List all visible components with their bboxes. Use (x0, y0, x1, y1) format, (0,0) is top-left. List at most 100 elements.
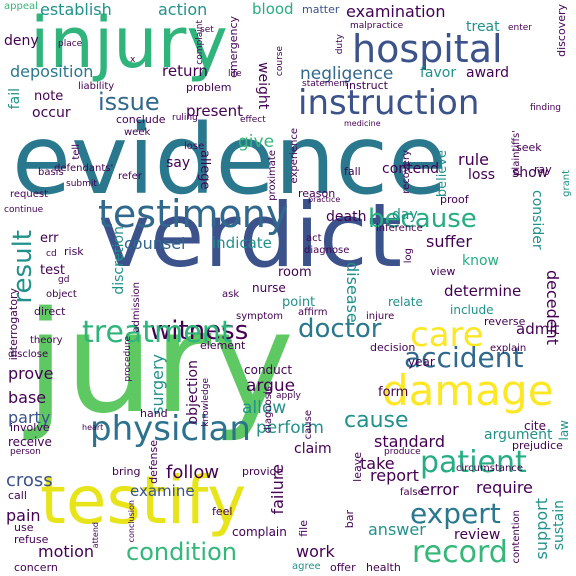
word-disease: disease (343, 262, 362, 323)
word-apply: apply (276, 391, 301, 401)
word-death: death (326, 209, 367, 225)
word-contend: contend (382, 161, 439, 177)
word-complain: complain (232, 525, 287, 539)
word-conduct: conduct (244, 363, 293, 377)
word-attend: attend (91, 522, 100, 549)
word-offer: offer (330, 561, 356, 574)
word-action: action (158, 0, 208, 19)
word-refuse: refuse (14, 533, 49, 546)
word-procedure: procedure (123, 336, 133, 382)
word-bar: bar (343, 510, 356, 529)
word-establish: establish (40, 0, 112, 19)
word-cite: cite (524, 419, 547, 433)
word-circumstance: circumstance (456, 463, 523, 474)
word-statement: statement (302, 79, 349, 89)
word-cross: cross (6, 470, 53, 491)
word-explain: explain (490, 343, 527, 354)
word-tell: tell (71, 144, 82, 160)
word-present: present (186, 102, 244, 120)
word-physician: physician (90, 409, 251, 449)
word-discovery: discovery (555, 4, 568, 57)
word-support: support (532, 498, 551, 560)
word-log: log (403, 248, 414, 264)
word-law: law (557, 420, 571, 441)
word-inference: inference (376, 223, 423, 234)
word-x: x (130, 55, 136, 65)
word-practice: practice (308, 195, 341, 204)
word-diagnose: diagnose (304, 245, 350, 256)
word-duty: duty (335, 34, 345, 55)
word-report: report (370, 466, 419, 485)
word-instruct: instruct (346, 79, 388, 92)
word-cause-small: cause (303, 410, 314, 440)
word-heart: heart (82, 423, 104, 432)
word-risk: risk (64, 245, 84, 258)
word-year: year (408, 355, 435, 369)
word-ray: ray (534, 163, 552, 176)
word-diagnosis: diagnosis (263, 386, 274, 434)
word-emergency: emergency (227, 16, 240, 78)
word-day: day (392, 207, 418, 223)
word-continue: continue (4, 205, 44, 215)
word-issue: issue (98, 88, 160, 116)
word-provide: provide (242, 465, 284, 478)
word-cause: cause (344, 408, 409, 433)
word-follow: follow (166, 462, 220, 483)
word-error: error (420, 480, 459, 499)
word-know: know (462, 253, 499, 269)
word-direct: direct (34, 305, 66, 318)
word-decision: decision (370, 341, 416, 354)
word-give: give (238, 132, 275, 152)
word-person: person (10, 447, 41, 457)
word-standard: standard (374, 432, 445, 451)
word-doctor: doctor (298, 314, 382, 344)
word-suffer: suffer (426, 232, 472, 251)
word-injury: injury (30, 2, 228, 84)
word-lose: lose (184, 141, 205, 152)
word-expert: expert (410, 497, 501, 530)
word-enter: enter (508, 23, 533, 33)
word-decedent: decedent (543, 270, 562, 346)
word-feel: feel (212, 505, 233, 518)
word-set: set (200, 25, 214, 35)
word-produce: produce (384, 447, 421, 457)
word-act: act (306, 233, 322, 244)
word-cd: cd (46, 249, 57, 259)
word-prejudice: prejudice (512, 439, 563, 452)
word-testimony: testimony (98, 192, 289, 236)
word-request: request (10, 189, 49, 200)
word-condition: condition (126, 538, 237, 566)
word-disclose: disclose (8, 349, 49, 360)
word-fail: fail (7, 88, 23, 110)
word-party: party (8, 408, 51, 427)
word-include: include (450, 303, 494, 317)
word-course: course (275, 46, 285, 77)
word-symptom: symptom (236, 311, 283, 322)
word-jury: jury (26, 282, 295, 445)
word-indicate: indicate (212, 234, 272, 252)
word-deny: deny (4, 33, 39, 49)
word-gd: gd (58, 275, 70, 285)
word-work: work (296, 542, 335, 561)
word-damage: damage (382, 366, 554, 415)
word-theory: theory (30, 335, 63, 346)
word-examine: examine (130, 482, 195, 500)
word-refer: refer (118, 171, 142, 182)
word-show: show (512, 165, 549, 181)
word-call: call (8, 489, 27, 502)
word-admission: admission (131, 282, 142, 333)
word-nurse: nurse (252, 281, 286, 295)
word-view: view (430, 265, 456, 278)
word-recovery: recovery (401, 150, 412, 194)
word-object: object (46, 289, 77, 300)
word-perform: perform (256, 418, 324, 438)
word-conclusion: conclusion (127, 500, 136, 543)
word-review: review (454, 527, 501, 543)
word-allege: allege (197, 150, 212, 190)
word-relate: relate (388, 295, 423, 309)
word-surgery: surgery (148, 354, 167, 415)
word-concern: concern (14, 561, 58, 574)
word-admit: admit (516, 320, 560, 338)
word-affirm: affirm (298, 307, 328, 318)
